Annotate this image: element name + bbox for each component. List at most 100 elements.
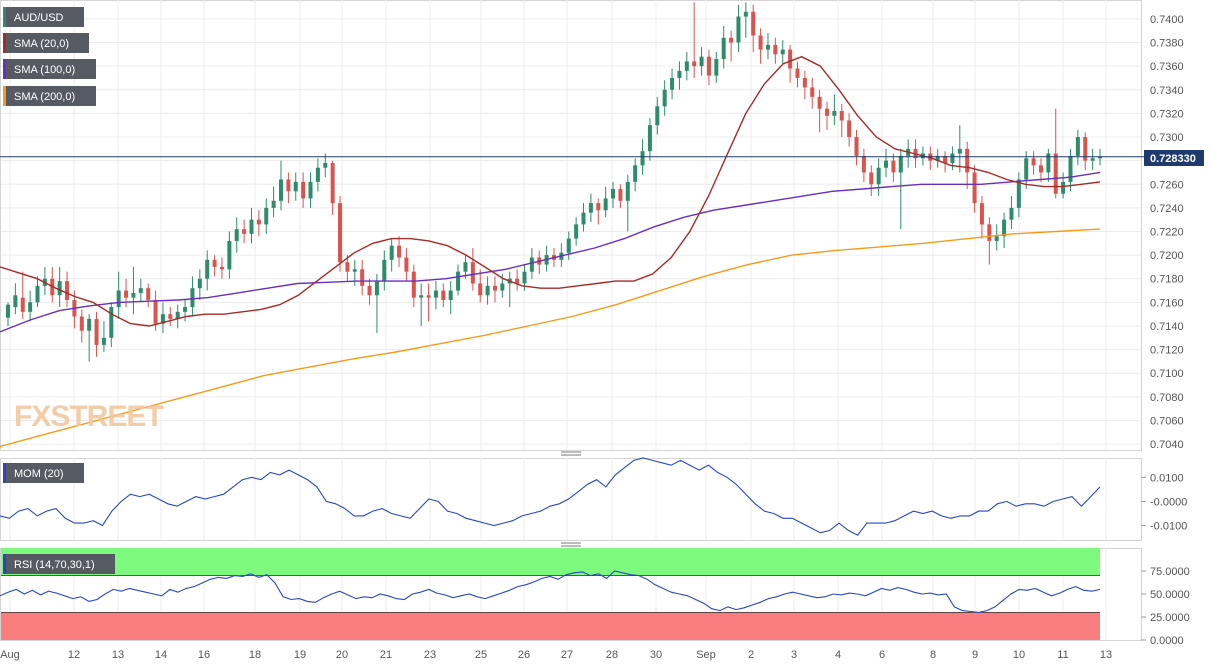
- candle-body: [699, 56, 704, 67]
- x-tick-label: 21: [380, 649, 392, 661]
- candle-body: [131, 292, 136, 298]
- candle-body: [972, 172, 977, 204]
- candle-body: [588, 203, 593, 213]
- candle-body: [500, 283, 505, 291]
- candle-body: [109, 307, 114, 338]
- x-tick-label: 26: [518, 649, 530, 661]
- x-tick-label: 19: [294, 649, 306, 661]
- y-tick-label: 0.7180: [1150, 274, 1184, 286]
- y-tick-label: 0.7080: [1150, 392, 1184, 404]
- candle-body: [94, 318, 99, 345]
- candle-body: [751, 11, 756, 36]
- candle-body: [448, 290, 453, 300]
- candle-body: [847, 120, 852, 138]
- candle-body: [345, 262, 350, 272]
- candle-body: [618, 188, 623, 201]
- candle-body: [160, 314, 165, 324]
- candle-body: [441, 290, 446, 300]
- candle-body: [101, 337, 106, 345]
- candle-body: [87, 318, 92, 331]
- candle-body: [706, 56, 711, 76]
- x-tick-label: Sep: [696, 649, 716, 661]
- candle-body: [692, 61, 697, 67]
- candle-body: [1046, 153, 1051, 173]
- x-tick-label: 11: [1057, 649, 1068, 661]
- candle-body: [721, 37, 726, 60]
- candle-body: [647, 125, 652, 152]
- candle-body: [810, 87, 815, 97]
- candle-body: [57, 281, 62, 296]
- x-tick-label: 13: [112, 649, 124, 661]
- candle-body: [994, 236, 999, 241]
- candle-body: [1024, 158, 1029, 180]
- y-tick-label: 0.7040: [1150, 439, 1184, 451]
- candle-body: [338, 203, 343, 263]
- candle-body: [603, 198, 608, 211]
- candle-body: [987, 224, 992, 241]
- candle-body: [898, 155, 903, 173]
- y-tick-label: 0.7220: [1150, 226, 1184, 238]
- candle-body: [596, 203, 601, 211]
- candle-body: [352, 269, 357, 272]
- price-panel: [0, 0, 1142, 451]
- candle-body: [979, 203, 984, 225]
- x-tick-label: 12: [68, 649, 80, 661]
- y-tick-label: 0.7320: [1150, 108, 1184, 120]
- candle-body: [13, 295, 18, 308]
- candle-body: [861, 155, 866, 173]
- candle-body: [382, 259, 387, 282]
- candle-body: [389, 245, 394, 260]
- candle-body: [279, 179, 283, 201]
- candle-body: [950, 153, 955, 163]
- mom-line: [0, 457, 1101, 536]
- candle-body: [411, 271, 416, 298]
- candle-body: [729, 37, 734, 43]
- y-tick-label: 0.7240: [1150, 203, 1184, 215]
- candle-body: [286, 179, 291, 192]
- candle-body: [839, 111, 844, 121]
- y-tick-label: 0.7100: [1150, 368, 1184, 380]
- candle-body: [264, 207, 269, 225]
- y-tick-label: 0.7200: [1150, 250, 1184, 262]
- y-tick-label: 0.7360: [1150, 61, 1184, 73]
- candle-body: [633, 165, 638, 182]
- y-tick-label: 0.7060: [1150, 415, 1184, 427]
- candle-body: [478, 283, 483, 296]
- x-tick-label: 16: [198, 649, 210, 661]
- rsi-y-tick-label: 0.0000: [1150, 635, 1184, 647]
- rsi-y-tick-label: 75.0000: [1150, 566, 1190, 578]
- x-tick-label: 9: [972, 649, 978, 661]
- candle-body: [293, 181, 298, 192]
- candle-body: [773, 44, 778, 55]
- candle-body: [20, 297, 25, 312]
- x-tick-label: 6: [879, 649, 885, 661]
- candle-body: [662, 89, 667, 107]
- candle-body: [397, 245, 402, 258]
- y-tick-label: 0.7380: [1150, 38, 1184, 50]
- candle-body: [529, 257, 534, 272]
- rsi-overbought-zone: [1, 548, 1100, 576]
- candle-body: [242, 229, 247, 234]
- candle-body: [153, 300, 158, 324]
- y-tick-label: 0.7340: [1150, 85, 1184, 97]
- candle-body: [765, 44, 770, 50]
- candle-body: [795, 68, 800, 78]
- candle-body: [625, 181, 630, 201]
- candle-body: [869, 172, 874, 185]
- x-tick-label: 3: [791, 649, 797, 661]
- candle-body: [65, 281, 70, 300]
- candle-body: [124, 290, 129, 298]
- candle-body: [456, 271, 461, 291]
- candle-body: [957, 148, 962, 154]
- candle-body: [714, 59, 719, 76]
- candle-body: [611, 188, 616, 199]
- x-tick-label: 25: [475, 649, 487, 661]
- candle-body: [35, 285, 40, 303]
- candle-body: [1090, 158, 1095, 161]
- rsi-line: [0, 570, 1101, 613]
- candle-body: [1061, 181, 1066, 194]
- y-tick-label: 0.7300: [1150, 132, 1184, 144]
- candle-body: [522, 271, 527, 284]
